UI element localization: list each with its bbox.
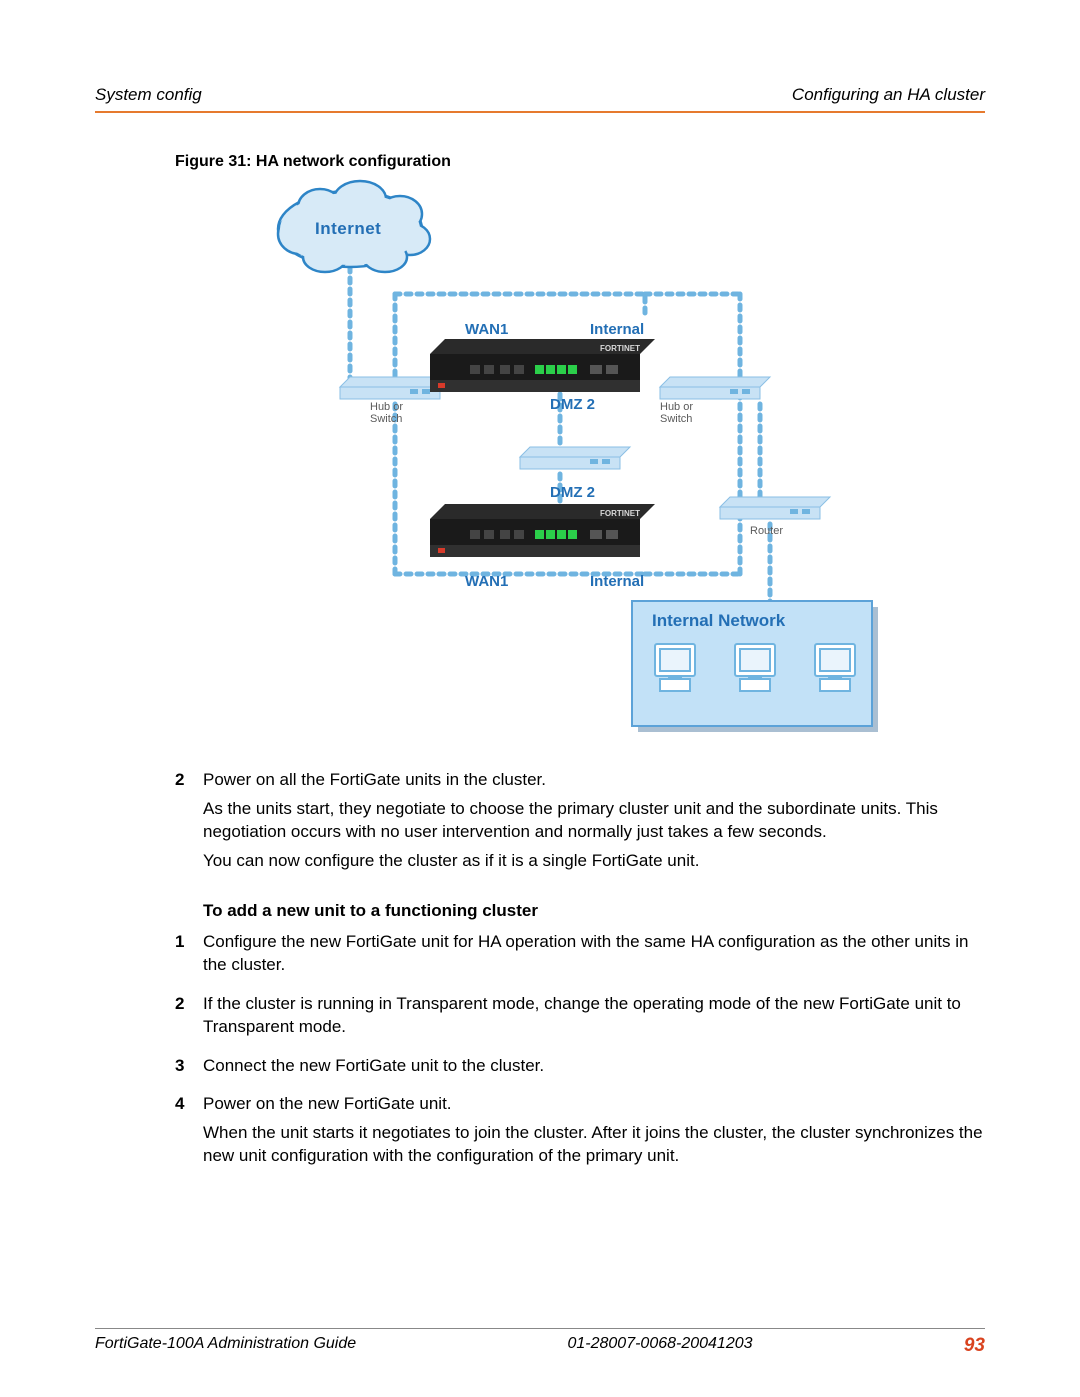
step-b4: 4 Power on the new FortiGate unit. When … <box>175 1093 985 1174</box>
step-b1: 1 Configure the new FortiGate unit for H… <box>175 931 985 983</box>
footer-page: 93 <box>964 1335 985 1357</box>
step-b4-p1: Power on the new FortiGate unit. <box>203 1093 985 1116</box>
footer-mid: 01-28007-0068-20041203 <box>567 1335 752 1357</box>
step-a-p1: Power on all the FortiGate units in the … <box>203 769 985 792</box>
fortigate-device-bottom: FORTINET <box>430 504 655 557</box>
step-b2-p1: If the cluster is running in Transparent… <box>203 993 985 1039</box>
label-wan1-top: WAN1 <box>465 321 508 338</box>
step-a-p2: As the units start, they negotiate to ch… <box>203 798 985 844</box>
label-dmz-top: DMZ 2 <box>550 396 595 413</box>
figure-caption: Figure 31: HA network configuration <box>175 153 985 171</box>
svg-text:FORTINET: FORTINET <box>600 509 640 518</box>
fortigate-device-top: FORTINET <box>430 339 655 392</box>
pc-icon <box>815 644 855 691</box>
switch-right <box>660 377 770 399</box>
header-left: System config <box>95 85 202 105</box>
step-a: 2 Power on all the FortiGate units in th… <box>175 769 985 879</box>
step-b2: 2 If the cluster is running in Transpare… <box>175 993 985 1045</box>
label-wan1-bot: WAN1 <box>465 573 508 590</box>
router-icon <box>720 497 830 519</box>
footer-rule <box>95 1328 985 1329</box>
header-right: Configuring an HA cluster <box>792 85 985 105</box>
footer-left: FortiGate-100A Administration Guide <box>95 1335 356 1357</box>
step-b4-p2: When the unit starts it negotiates to jo… <box>203 1122 985 1168</box>
subheading-add-unit: To add a new unit to a functioning clust… <box>203 901 985 921</box>
step-a-p3: You can now configure the cluster as if … <box>203 850 985 873</box>
step-b2-num: 2 <box>175 993 203 1045</box>
label-internet: Internet <box>315 219 381 239</box>
label-dmz-mid: DMZ 2 <box>550 484 595 501</box>
step-a-num: 2 <box>175 769 203 879</box>
step-b3: 3 Connect the new FortiGate unit to the … <box>175 1055 985 1084</box>
step-b1-p1: Configure the new FortiGate unit for HA … <box>203 931 985 977</box>
network-diagram: FORTINET <box>260 179 880 759</box>
label-hub-left: Hub or Switch <box>370 401 403 425</box>
step-b4-num: 4 <box>175 1093 203 1174</box>
step-b1-num: 1 <box>175 931 203 983</box>
pc-icon <box>655 644 695 691</box>
header-rule <box>95 111 985 113</box>
label-internal-network: Internal Network <box>652 611 785 631</box>
pc-icon <box>735 644 775 691</box>
step-b3-num: 3 <box>175 1055 203 1084</box>
label-internal-bot: Internal <box>590 573 644 590</box>
label-internal-top: Internal <box>590 321 644 338</box>
switch-mid <box>520 447 630 469</box>
diagram-svg: FORTINET <box>260 179 880 759</box>
step-b3-p1: Connect the new FortiGate unit to the cl… <box>203 1055 985 1078</box>
label-hub-right: Hub or Switch <box>660 401 693 425</box>
label-router: Router <box>750 525 783 537</box>
svg-text:FORTINET: FORTINET <box>600 344 640 353</box>
